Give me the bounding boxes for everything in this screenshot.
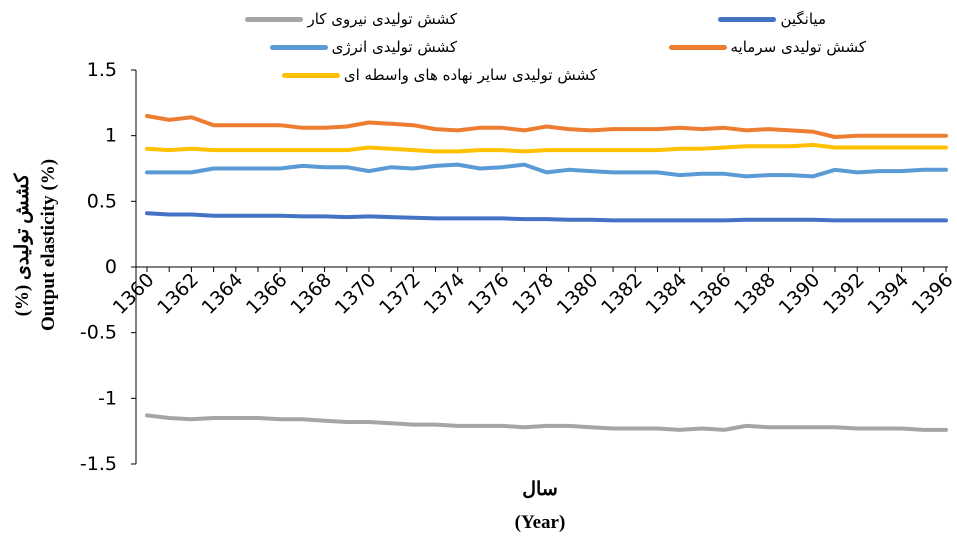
- legend-swatch-labor: [245, 16, 304, 22]
- legend-swatch-energy: [269, 44, 328, 50]
- x-tick-label: 1394: [863, 269, 913, 319]
- x-axis-title-fa: سال: [522, 479, 558, 500]
- x-axis-title-en: (Year): [514, 512, 566, 533]
- y-tick-label: 0: [105, 256, 117, 278]
- x-tick-label: 1384: [641, 269, 691, 319]
- legend-swatch-average: [718, 16, 777, 22]
- y-tick-label: 1.5: [87, 59, 117, 81]
- x-tick-label: 1378: [508, 269, 558, 319]
- legend-item-energy: کشش تولیدی انرژی: [197, 38, 457, 56]
- y-axis-title: کشش تولیدی (%) Output elasticity (%): [6, 80, 66, 410]
- x-tick-label: 1374: [420, 269, 470, 319]
- x-tick-label: 1370: [331, 269, 381, 319]
- legend-item-capital: کشش تولیدی سرمایه: [606, 38, 866, 56]
- series-line-2: [145, 413, 948, 432]
- legend-label-labor: کشش تولیدی نیروی کار: [307, 10, 457, 28]
- x-tick-label: 1376: [464, 269, 514, 319]
- legend-label-average: میانگین: [780, 10, 826, 28]
- y-axis-title-fa: کشش تولیدی (%): [12, 173, 33, 317]
- x-tick-label: 1396: [908, 269, 957, 319]
- legend-item-average: میانگین: [606, 10, 826, 28]
- axes: 1.510.50-0.5-1-1.51360136213641366136813…: [80, 59, 957, 475]
- series-layer: [145, 114, 948, 432]
- y-tick-label: -0.5: [80, 322, 117, 344]
- x-tick-label: 1372: [375, 269, 425, 319]
- x-tick-label: 1362: [153, 269, 203, 319]
- series-line-0: [145, 211, 948, 223]
- x-tick-label: 1382: [597, 269, 647, 319]
- series-line-4: [145, 142, 948, 154]
- legend-item-intermediate: کشش تولیدی سایر نهاده های واسطه ای: [197, 66, 597, 84]
- y-tick-label: 1: [105, 125, 117, 147]
- x-tick-label: 1392: [819, 269, 869, 319]
- legend-swatch-capital: [668, 44, 727, 50]
- x-tick-label: 1380: [553, 269, 603, 319]
- y-axis-title-en: Output elasticity (%): [38, 158, 59, 332]
- y-tick-label: -1.5: [80, 453, 117, 475]
- x-tick-label: 1390: [775, 269, 825, 319]
- series-line-3: [145, 162, 948, 179]
- y-tick-label: 0.5: [87, 190, 117, 212]
- series-line-1: [145, 114, 948, 139]
- legend-label-capital: کشش تولیدی سرمایه: [730, 38, 866, 56]
- x-tick-label: 1366: [242, 269, 292, 319]
- legend-item-labor: کشش تولیدی نیروی کار: [197, 10, 457, 28]
- x-tick-label: 1368: [286, 269, 336, 319]
- y-tick-label: -1: [98, 387, 117, 409]
- legend-swatch-intermediate: [281, 72, 340, 78]
- x-tick-label: 1386: [686, 269, 736, 319]
- legend-label-energy: کشش تولیدی انرژی: [331, 38, 457, 56]
- legend-label-intermediate: کشش تولیدی سایر نهاده های واسطه ای: [343, 66, 597, 84]
- x-tick-label: 1364: [198, 269, 248, 319]
- x-tick-label: 1388: [730, 269, 780, 319]
